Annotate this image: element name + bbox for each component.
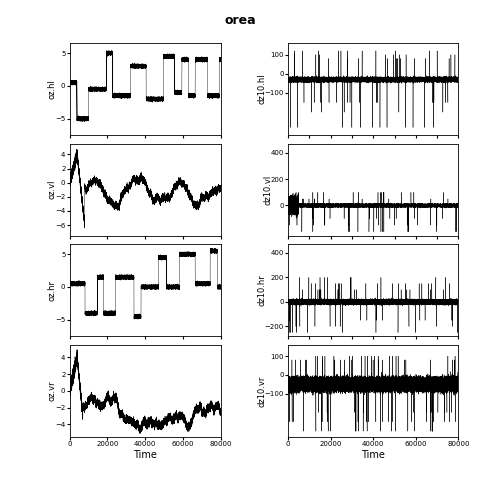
Y-axis label: oz.hl: oz.hl [48, 79, 57, 99]
X-axis label: Time: Time [361, 450, 385, 460]
Y-axis label: oz.hr: oz.hr [48, 280, 57, 301]
Y-axis label: dz10.hr: dz10.hr [257, 275, 266, 306]
Y-axis label: oz.vr: oz.vr [48, 381, 57, 401]
Text: orea: orea [224, 14, 256, 27]
Y-axis label: dz10.vl: dz10.vl [263, 175, 272, 205]
Y-axis label: oz.vl: oz.vl [48, 180, 57, 200]
X-axis label: Time: Time [133, 450, 157, 460]
Y-axis label: dz10.hl: dz10.hl [257, 74, 266, 105]
Y-axis label: dz10.vr: dz10.vr [257, 375, 266, 407]
